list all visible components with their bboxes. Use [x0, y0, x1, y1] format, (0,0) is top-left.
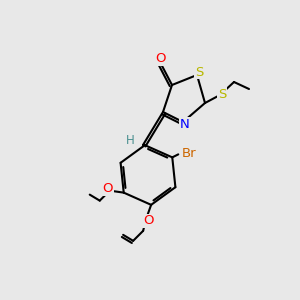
Text: Br: Br	[182, 147, 196, 160]
Text: O: O	[103, 182, 113, 195]
Text: H: H	[126, 134, 134, 146]
Text: O: O	[155, 52, 165, 65]
Text: N: N	[180, 118, 190, 130]
Text: O: O	[143, 214, 153, 227]
Text: S: S	[218, 88, 226, 100]
Text: S: S	[195, 65, 203, 79]
